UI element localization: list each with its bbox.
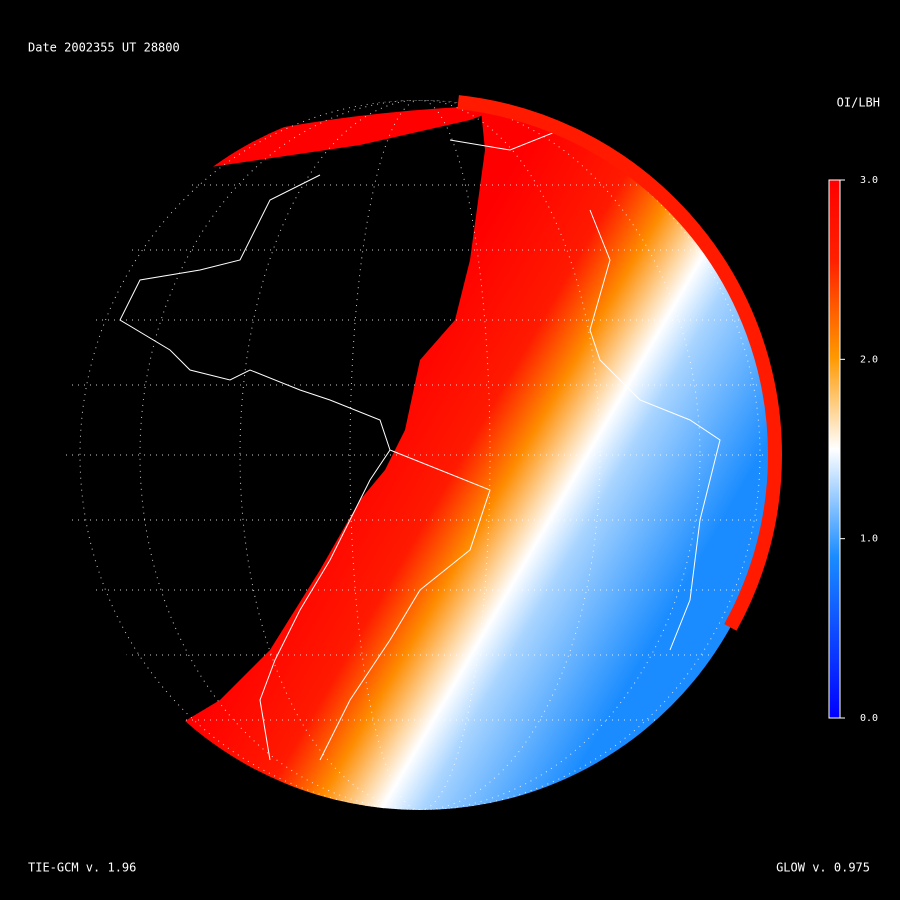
date-label: Date 2002355 UT 28800: [28, 41, 180, 55]
glow-label: GLOW v. 0.975: [776, 861, 870, 875]
colorbar-title: OI/LBH: [837, 96, 880, 110]
colorbar-tick-label: 1.0: [860, 534, 878, 545]
colorbar-tick-label: 0.0: [860, 713, 878, 724]
colorbar-ticks: 3.0 2.0 1.0 0.0: [840, 175, 878, 724]
colorbar-tick-label: 3.0: [860, 175, 878, 186]
colorbar: [828, 179, 841, 719]
coastlines: [119, 129, 721, 761]
polar-emission: [180, 105, 510, 170]
model-label: TIE-GCM v. 1.96: [28, 861, 136, 875]
colorbar-tick-label: 2.0: [860, 354, 878, 365]
dayside-emission: [170, 100, 775, 810]
limb-glow: [58, 93, 782, 817]
